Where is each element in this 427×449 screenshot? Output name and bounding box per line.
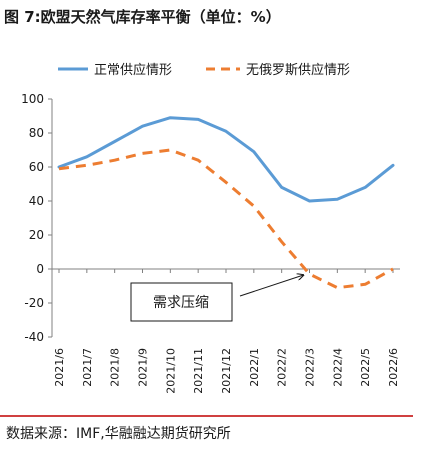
x-tick-label: 2022/3 — [304, 348, 317, 387]
axes: -40 -20 0 20 40 60 80 100 2021/6 2021/7 2021/8 2021… — [21, 92, 400, 394]
x-tick-label: 2022/2 — [276, 348, 289, 387]
series-layer — [57, 116, 395, 290]
y-tick-label: 100 — [21, 92, 44, 106]
chart: 正常供应情形 无俄罗斯供应情形 -40 -20 0 20 40 60 80 100 2021/6 2… — [21, 62, 400, 394]
series-line-0 — [57, 116, 395, 203]
x-tick-label: 2022/1 — [248, 348, 261, 387]
y-tick-label: 0 — [36, 262, 44, 276]
legend-label-0: 正常供应情形 — [94, 62, 172, 78]
x-tick-label: 2022/6 — [387, 348, 400, 387]
x-tick-label: 2022/4 — [331, 348, 344, 387]
x-tick-label: 2021/10 — [164, 348, 177, 394]
annotation-layer: 需求压缩 — [130, 275, 304, 322]
legend: 正常供应情形 无俄罗斯供应情形 — [58, 62, 350, 78]
page-title: 图 7:欧盟天然气库存率平衡（单位：%） — [4, 8, 281, 26]
y-tick-label: 40 — [29, 194, 44, 208]
y-tick-label: 80 — [29, 126, 44, 140]
x-tick-label: 2021/12 — [220, 348, 233, 394]
annotation-text: 需求压缩 — [153, 295, 209, 311]
y-tick-label: -20 — [24, 296, 44, 310]
x-tick-label: 2021/7 — [81, 348, 94, 387]
y-tick-label: -40 — [24, 330, 44, 344]
x-tick-label: 2022/5 — [359, 348, 372, 387]
annotation-arrow — [239, 275, 304, 297]
y-tick-label: 60 — [29, 160, 44, 174]
x-tick-label: 2021/8 — [109, 348, 122, 387]
y-tick-label: 20 — [29, 228, 44, 242]
x-tick-label: 2021/6 — [53, 348, 66, 387]
series-line-1 — [58, 148, 394, 290]
x-tick-label: 2021/11 — [192, 348, 205, 394]
source-note: 数据来源：IMF,华融融达期货研究所 — [6, 426, 231, 442]
annotation-box — [130, 282, 233, 322]
legend-label-1: 无俄罗斯供应情形 — [246, 62, 350, 78]
x-tick-label: 2021/9 — [137, 348, 150, 387]
